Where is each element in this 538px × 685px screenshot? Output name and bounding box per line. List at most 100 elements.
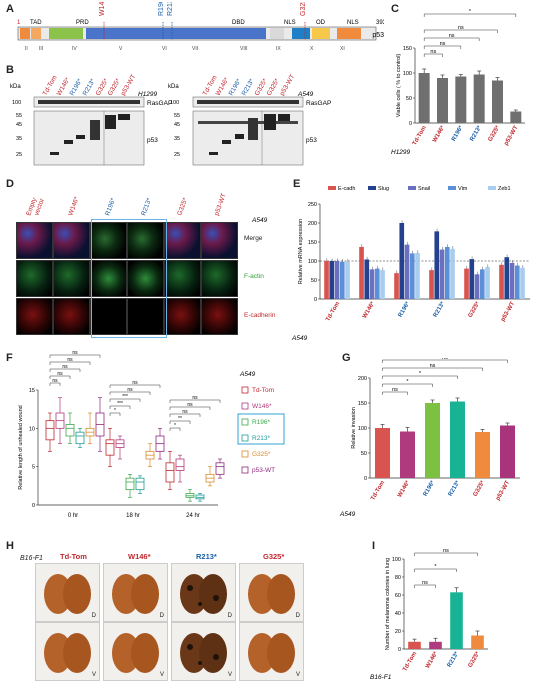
domain-nls-1: NLS bbox=[284, 20, 296, 26]
x-tick-label: G325* bbox=[468, 650, 482, 668]
bar bbox=[469, 259, 475, 299]
x-tick-label: p53-WT bbox=[495, 480, 511, 502]
svg-text:VI: VI bbox=[162, 46, 167, 52]
cell-line-a549-b: A549 bbox=[297, 91, 314, 98]
svg-text:45: 45 bbox=[174, 122, 180, 128]
legend-label: p53-WT bbox=[252, 467, 275, 474]
bar bbox=[429, 270, 434, 299]
legend-swatch bbox=[328, 186, 336, 190]
sig-label: * bbox=[174, 423, 176, 429]
y-tick-label: 40 bbox=[395, 611, 401, 617]
sig-label: *** bbox=[122, 394, 128, 400]
sig-bracket bbox=[49, 375, 71, 379]
lung-photo: D bbox=[239, 563, 304, 622]
svg-text:G325*: G325* bbox=[176, 197, 189, 217]
sig-label: ns bbox=[132, 380, 138, 386]
p53-label-right: p53 bbox=[306, 137, 317, 144]
domain-nls-2: NLS bbox=[347, 20, 359, 26]
domain-dbd: DBD bbox=[232, 20, 245, 26]
domain-tad: TAD bbox=[30, 20, 42, 26]
box bbox=[175, 458, 185, 471]
svg-text:45: 45 bbox=[16, 122, 22, 128]
panel-g-invasion-chart: 0 50 100 150 200 Relative invasion Td-Tom W146*… bbox=[339, 358, 520, 518]
panel-b-western-blots: Td-Tom W146* R196* R213* G325* G325* p53… bbox=[10, 73, 331, 166]
bar bbox=[425, 403, 440, 478]
x-tick-label: G325* bbox=[488, 124, 502, 142]
legend-swatch bbox=[448, 186, 456, 190]
y-tick-label: 200 bbox=[308, 221, 317, 227]
y-axis-label: Number of melanoma colonies in lung bbox=[385, 558, 391, 650]
y-tick-label: 80 bbox=[395, 575, 401, 581]
svg-text:V: V bbox=[119, 46, 123, 52]
bar bbox=[474, 274, 480, 299]
micrograph-tile bbox=[127, 298, 164, 335]
x-tick-label: R196* bbox=[398, 300, 412, 318]
mutation-label-r213: R213* bbox=[167, 2, 174, 16]
y-tick-label: 100 bbox=[308, 259, 317, 265]
legend-swatch bbox=[368, 186, 376, 190]
p53-label-left: p53 bbox=[147, 137, 158, 144]
lung-photo: V bbox=[171, 622, 236, 681]
micrograph-tile bbox=[53, 260, 90, 297]
lung-shape bbox=[112, 633, 159, 673]
view-label: V bbox=[91, 672, 96, 678]
x-tick-label: p53-WT bbox=[504, 125, 520, 147]
x-tick-label: R196* bbox=[451, 124, 465, 142]
kda-label-left: kDa bbox=[10, 84, 21, 90]
bar bbox=[492, 80, 503, 123]
y-tick-label: 150 bbox=[308, 240, 317, 246]
svg-text:R213*: R213* bbox=[140, 197, 153, 217]
lung-shape bbox=[180, 574, 227, 614]
sig-bracket bbox=[382, 383, 433, 387]
sig-label: * bbox=[419, 371, 422, 377]
svg-text:VIII: VIII bbox=[240, 46, 248, 52]
bar bbox=[369, 269, 375, 299]
y-tick-label: 200 bbox=[358, 376, 367, 382]
sig-label: * bbox=[434, 564, 437, 570]
cell-line-h1299: H1299 bbox=[138, 91, 158, 98]
y-axis-label: Viable cells ( % to control) bbox=[396, 54, 402, 118]
legend-swatch bbox=[241, 434, 249, 442]
box bbox=[65, 424, 75, 437]
bar bbox=[400, 431, 415, 478]
residue-start: 1 bbox=[17, 20, 21, 26]
row-label-merge: Merge bbox=[244, 235, 263, 242]
bar bbox=[450, 401, 465, 478]
y-tick-label: 15 bbox=[29, 388, 35, 394]
svg-text:100: 100 bbox=[12, 100, 21, 106]
sig-label: * bbox=[406, 379, 409, 385]
micrograph-tile bbox=[16, 298, 53, 335]
panel-a-domain-map: W146* R196* R213* G325* 1 TAD PRD DBD NL… bbox=[17, 2, 384, 52]
legend-label: R196* bbox=[252, 419, 271, 426]
legend-highlight bbox=[237, 413, 285, 445]
panel-label-h: H bbox=[6, 540, 14, 552]
svg-text:IX: IX bbox=[276, 46, 281, 52]
sig-label: ** bbox=[178, 416, 182, 422]
micrograph-tile bbox=[127, 260, 164, 297]
cell-line-label: A549 bbox=[291, 335, 308, 342]
bar bbox=[500, 425, 515, 478]
legend-swatch bbox=[488, 186, 496, 190]
bar bbox=[334, 261, 340, 299]
panel-label-g: G bbox=[342, 352, 351, 364]
bar bbox=[399, 223, 405, 299]
bar bbox=[339, 261, 345, 299]
panel-e-mrna-chart: 0 50 100 150 200 250 Relative mRNA expression E… bbox=[291, 186, 530, 342]
y-tick-label: 150 bbox=[358, 401, 367, 407]
y-tick-label: 150 bbox=[403, 46, 412, 52]
sig-bracket bbox=[109, 384, 161, 388]
lung-shape bbox=[112, 574, 159, 614]
sig-label: ns bbox=[392, 387, 398, 393]
x-tick-label: G325* bbox=[468, 300, 482, 318]
micrograph-tile bbox=[16, 222, 53, 259]
lung-shape bbox=[44, 574, 91, 614]
rasgap-label-right: RasGAP bbox=[306, 100, 331, 107]
sig-label: ns bbox=[127, 387, 133, 393]
sig-label: ns bbox=[72, 350, 78, 356]
box bbox=[105, 439, 115, 456]
svg-text:p53-WT: p53-WT bbox=[120, 73, 138, 97]
legend-label: Slug bbox=[378, 186, 389, 192]
bar bbox=[479, 269, 485, 299]
micrograph-tile bbox=[127, 222, 164, 259]
view-label: D bbox=[159, 613, 164, 619]
